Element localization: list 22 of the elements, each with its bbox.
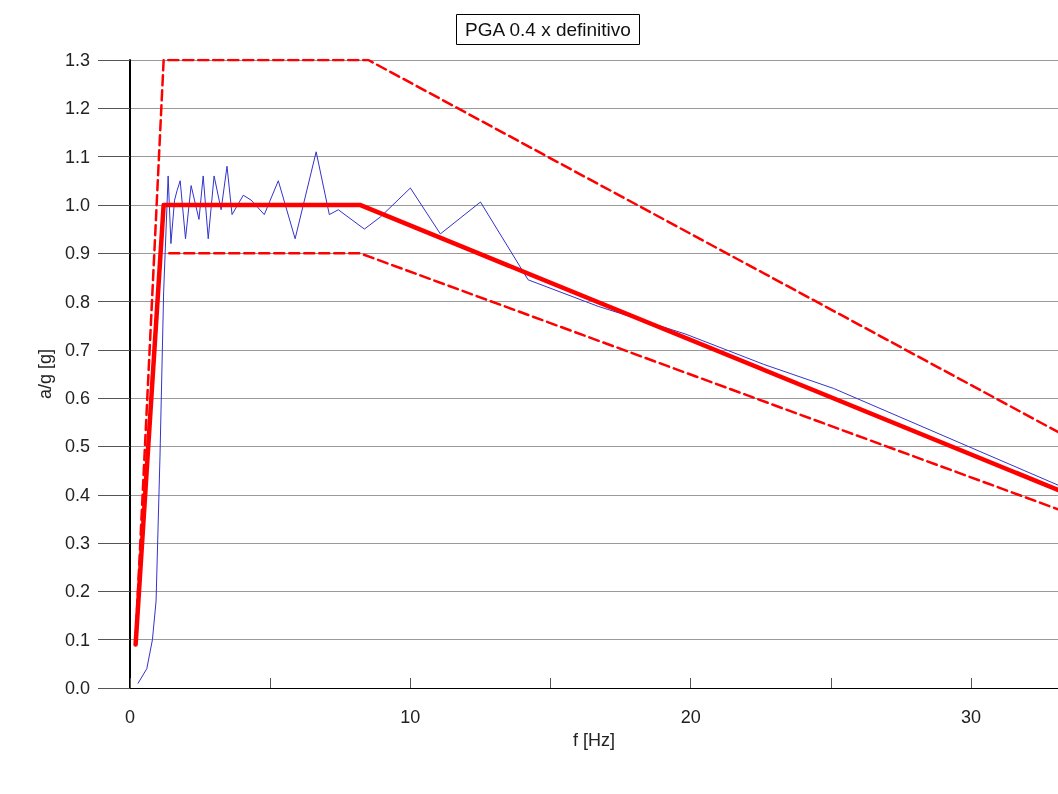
y-tick-label: 0.7 [64, 339, 90, 360]
y-tick-label: 1.3 [64, 50, 90, 70]
y-tick-label: 0.0 [64, 678, 90, 698]
y-tick-label: 0.9 [64, 243, 90, 264]
y-tick-label: 0.1 [64, 629, 90, 650]
y-tick-label: 0.2 [64, 581, 90, 602]
x-tick-label: 0 [124, 707, 136, 727]
y-tick-label: 1.2 [64, 98, 90, 119]
x-tick-label: 10 [400, 707, 421, 727]
y-tick-label: 0.3 [64, 533, 90, 554]
y-tick-label: 0.8 [64, 291, 90, 312]
y-tick-label: 0.6 [64, 388, 90, 409]
y-tick-label: 1.0 [64, 194, 90, 215]
line-series [137, 151, 1058, 684]
y-tick-label: 1.1 [64, 146, 90, 167]
y-axis-title: a/g [g] [35, 348, 56, 400]
y-tick-label: 0.4 [64, 484, 90, 505]
x-tick-label: 30 [961, 707, 982, 727]
y-tick-label: 0.5 [64, 436, 90, 457]
chart-title: PGA 0.4 x definitivo [465, 19, 631, 40]
x-tick-label: 20 [680, 707, 701, 727]
x-axis-title: f [Hz] [572, 729, 616, 750]
